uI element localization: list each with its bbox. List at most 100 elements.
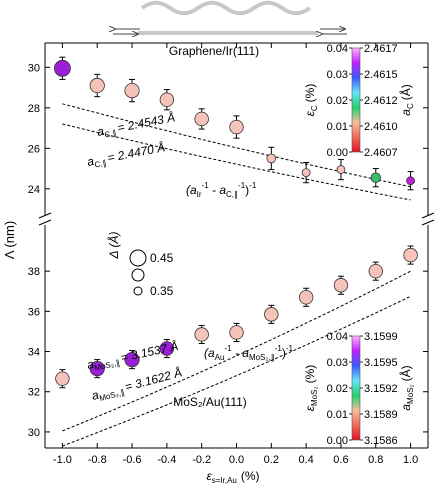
- x-tick-label: -0.6: [123, 454, 142, 466]
- data-point: [301, 168, 311, 178]
- data-point: [298, 290, 314, 305]
- colorbar-right-label: aC(Å): [398, 84, 415, 115]
- data-point: [264, 307, 279, 322]
- y-tick-label: 30: [28, 427, 40, 439]
- x-tick-label: -0.8: [88, 454, 107, 466]
- panel-graphene: Graphene/Ir(111) 24 26 28 30 aC,∥= 2.4543 Å…: [28, 43, 428, 201]
- y-tick-label: 38: [28, 266, 40, 278]
- colorbar-bottom: 0.04 0.03 0.02 0.01 0.00 3.1599 3.1595 3.1592 3.…: [303, 331, 415, 447]
- x-tick-label: 0.2: [264, 454, 279, 466]
- colorbar-right-tick-label: 3.1595: [364, 357, 398, 369]
- data-point: [266, 153, 277, 164]
- y-tick-label: 24: [28, 184, 40, 196]
- colorbar-left-tick-label: 0.01: [327, 409, 348, 421]
- x-tick-label: 0.4: [298, 454, 313, 466]
- colorbar-left-tick-label: 0.03: [327, 357, 348, 369]
- colorbar-top: 0.04 0.03 0.02 0.01 0.00 2.4617 2.4615 2.4612 2.…: [303, 43, 415, 159]
- data-point: [194, 111, 209, 127]
- data-point: [54, 59, 71, 77]
- data-point: [124, 82, 140, 99]
- colorbar-right-tick-label: 2.4615: [364, 69, 398, 81]
- data-point: [89, 77, 105, 94]
- curve-label-top-1: aC,∥= 2.4543 Å: [96, 109, 177, 141]
- size-legend-circle: [129, 249, 147, 267]
- data-point: [406, 176, 415, 186]
- axis-break-gap: [422, 215, 434, 225]
- data-point: [229, 119, 244, 135]
- size-legend-circle: [133, 286, 143, 296]
- y-tick-label: 28: [28, 103, 40, 115]
- axis-break-mark: [421, 212, 435, 219]
- data-point: [403, 247, 418, 263]
- data-point: [194, 327, 209, 342]
- data-point: [159, 341, 175, 356]
- colorbar-left-tick-label: 0.00: [327, 147, 348, 159]
- x-tick-label: 0.6: [333, 454, 348, 466]
- size-legend-label: 0.35: [150, 284, 174, 298]
- x-tick-label: -0.2: [192, 454, 211, 466]
- curve-label-top-2: aC,∥= 2.4470 Å: [86, 139, 167, 171]
- colorbar-left-label: εMoS₂(%): [303, 365, 319, 412]
- y-axis-label: Λ (nm): [2, 221, 17, 259]
- y-tick-label: 34: [28, 347, 40, 359]
- data-point: [229, 325, 244, 340]
- colorbar-left-tick-label: 0.02: [327, 383, 348, 395]
- colorbar-left-tick-label: 0.04: [327, 331, 348, 343]
- colorbar-right-tick-label: 2.4617: [364, 43, 398, 55]
- x-tick-label: 0.0: [229, 454, 244, 466]
- data-point: [124, 351, 140, 368]
- x-tick-label: 1.0: [403, 454, 418, 466]
- x-axis-ticks: -1.0 -0.8 -0.6 -0.4 -0.2 0.0 0.2 0.4 0.6 0.8 1.0: [53, 43, 418, 466]
- data-point: [89, 361, 105, 377]
- data-point: [159, 92, 175, 107]
- axis-break-mark: [38, 212, 52, 219]
- x-axis-label: εs=Ir,Au (%): [206, 469, 259, 485]
- colorbar-right-tick-label: 2.4607: [364, 147, 398, 159]
- colorbar-gradient: [351, 335, 361, 441]
- axis-break-mark: [421, 219, 435, 226]
- colorbar-left-tick-label: 0.03: [327, 69, 348, 81]
- size-legend-label: 0.45: [150, 251, 174, 265]
- data-point: [368, 263, 383, 279]
- data-point: [336, 165, 346, 174]
- formula-top: (aIr-1 - aC,∥-1)-1: [186, 181, 257, 199]
- colorbar-left-tick-label: 0.04: [327, 43, 348, 55]
- colorbar-right-tick-label: 3.1599: [364, 331, 398, 343]
- top-curves: [62, 103, 411, 201]
- colorbar-left-tick-label: 0.00: [327, 435, 348, 447]
- data-point: [55, 371, 70, 386]
- dashed-curve-1: [62, 270, 411, 432]
- x-tick-label: 0.8: [368, 454, 383, 466]
- data-point: [333, 278, 349, 293]
- y-tick-label: 32: [28, 387, 40, 399]
- colorbar-right-label: aMoS₂(Å): [398, 365, 415, 410]
- top-y-ticks: 24 26 28 30: [28, 62, 428, 196]
- size-legend-circle: [131, 268, 145, 282]
- strain-schematic: [113, 0, 347, 35]
- size-legend-title: Δ (Å): [106, 232, 121, 260]
- x-tick-label: -1.0: [53, 454, 72, 466]
- colorbar-right-tick-label: 3.1589: [364, 409, 398, 421]
- colorbar-right-tick-label: 2.4612: [364, 95, 398, 107]
- bottom-points: [55, 245, 418, 389]
- panel-title-mos2: MoS₂/Au(111): [173, 395, 247, 409]
- bottom-curves: [62, 270, 411, 447]
- colorbar-left-label: εC(%): [303, 84, 319, 117]
- colorbar-right-tick-label: 3.1586: [364, 435, 398, 447]
- data-point: [370, 172, 381, 183]
- colorbar-right-tick-label: 2.4610: [364, 121, 398, 133]
- colorbar-gradient: [351, 47, 361, 153]
- colorbar-left-tick-label: 0.02: [327, 95, 348, 107]
- y-tick-label: 36: [28, 306, 40, 318]
- bottom-y-ticks: 30 32 34 36 38: [28, 266, 428, 439]
- dashed-curve-2: [62, 123, 411, 201]
- axis-break-mark: [38, 219, 52, 226]
- top-points: [54, 56, 415, 191]
- x-tick-label: -0.4: [157, 454, 176, 466]
- axis-break-gap: [39, 215, 51, 225]
- colorbar-left-tick-label: 0.01: [327, 121, 348, 133]
- formula-bot: (aAu-1 - aMoS₂,∥-1)-1: [204, 344, 294, 362]
- y-tick-label: 26: [28, 143, 40, 155]
